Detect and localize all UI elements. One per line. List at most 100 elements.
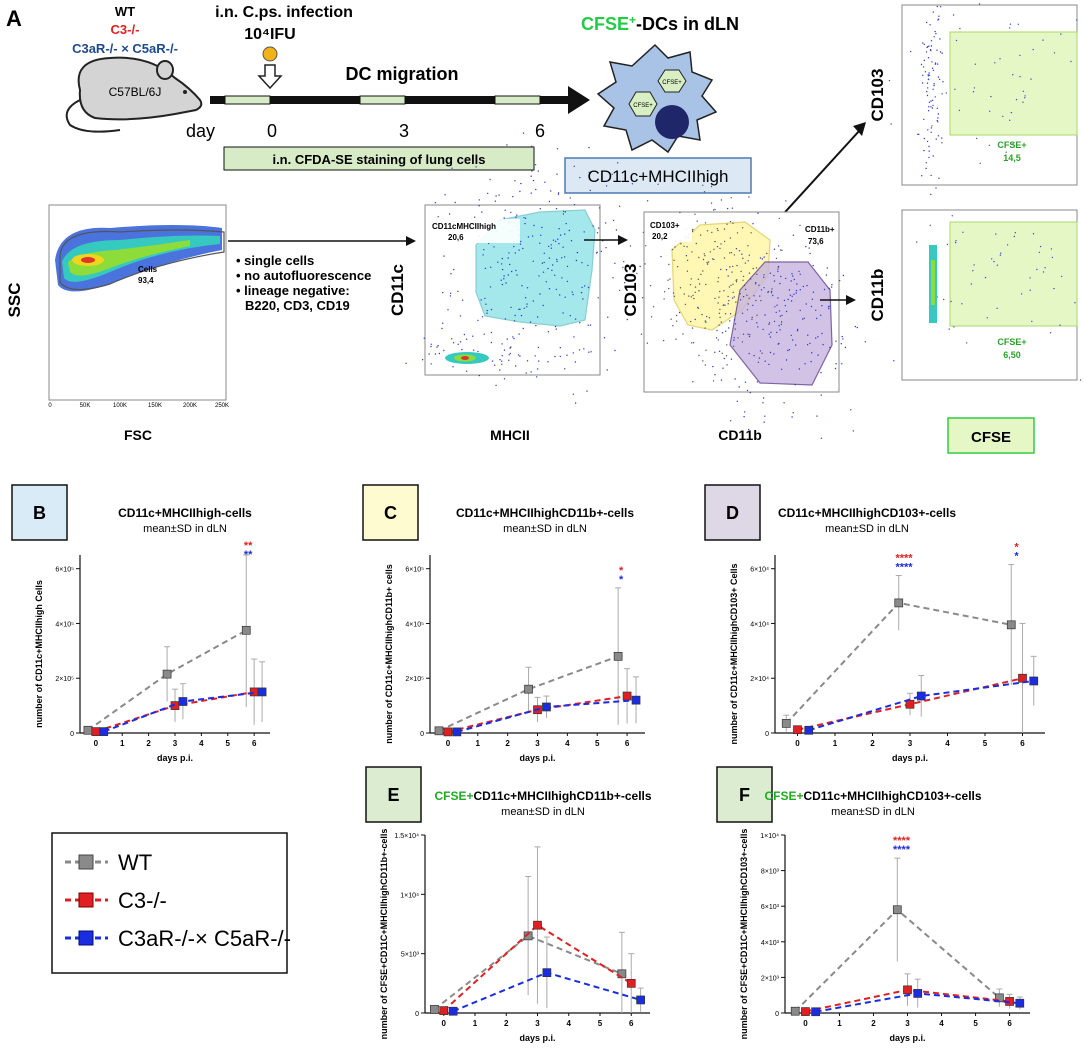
event-dot xyxy=(561,277,563,279)
event-dot xyxy=(959,27,961,30)
event-dot xyxy=(955,240,957,242)
event-dot xyxy=(780,275,782,278)
event-dot xyxy=(719,247,721,250)
x-tick-label: 6 xyxy=(629,1019,634,1028)
data-point xyxy=(631,695,641,705)
x-tick-label: 4 xyxy=(939,1019,944,1028)
data-point xyxy=(913,989,923,998)
event-dot xyxy=(550,247,552,249)
event-dot xyxy=(712,365,714,368)
event-dot xyxy=(537,170,539,172)
y-tick-label: 2×10⁴ xyxy=(750,676,769,683)
event-dot xyxy=(781,368,783,370)
event-dot xyxy=(775,311,777,314)
event-dot xyxy=(698,354,700,357)
event-dot xyxy=(926,21,928,24)
scatter-mhcii xyxy=(405,132,649,404)
event-dot xyxy=(816,415,818,417)
event-dot xyxy=(792,339,794,341)
cfse-gate-top-label: CFSE+ xyxy=(997,140,1026,150)
event-dot xyxy=(497,261,499,263)
event-dot xyxy=(749,334,751,336)
x-tick-label: 2 xyxy=(870,739,875,748)
event-dot xyxy=(738,250,741,252)
y-axis-label: number of CD11c+MHCIIhigh Cells xyxy=(34,580,44,728)
event-dot xyxy=(705,283,707,286)
event-dot xyxy=(815,309,817,311)
event-dot xyxy=(603,337,606,339)
event-dot xyxy=(490,331,493,334)
significance-blue: **** xyxy=(893,844,911,856)
scatter-cfse-bottom xyxy=(916,215,1082,381)
strain-wt: WT xyxy=(115,4,135,19)
event-dot xyxy=(799,273,801,275)
event-dot xyxy=(623,261,625,263)
event-dot xyxy=(576,251,579,254)
event-dot xyxy=(676,320,678,322)
event-dot xyxy=(733,337,735,339)
event-dot xyxy=(775,257,778,260)
event-dot xyxy=(542,304,544,307)
cd103-gate-label: CD103+ xyxy=(650,221,680,230)
event-dot xyxy=(927,110,930,112)
event-dot xyxy=(741,312,744,314)
event-dot xyxy=(828,305,830,307)
event-dot xyxy=(768,333,770,335)
event-dot xyxy=(748,335,751,338)
event-dot xyxy=(631,183,634,185)
event-dot xyxy=(615,229,618,231)
event-dot xyxy=(1030,78,1032,80)
event-dot xyxy=(714,374,716,376)
event-dot xyxy=(692,294,694,297)
event-dot xyxy=(1009,119,1011,122)
event-dot xyxy=(730,358,733,360)
event-dot xyxy=(501,355,503,357)
event-dot xyxy=(932,69,935,72)
event-dot xyxy=(451,338,453,340)
event-dot xyxy=(548,200,551,203)
event-dot xyxy=(1079,379,1082,381)
data-point xyxy=(91,727,101,736)
event-dot xyxy=(711,231,713,234)
event-dot xyxy=(930,174,932,177)
event-dot xyxy=(449,295,452,297)
event-dot xyxy=(605,247,607,249)
event-dot xyxy=(769,351,772,354)
event-dot xyxy=(951,215,953,217)
event-dot xyxy=(820,437,822,439)
event-dot xyxy=(559,355,561,358)
event-dot xyxy=(519,308,521,310)
data-point xyxy=(533,920,542,930)
y-tick-label: 6×10³ xyxy=(761,904,780,911)
cfse-gate-top-value: 14,5 xyxy=(1003,153,1021,163)
data-point xyxy=(626,978,636,988)
event-dot xyxy=(684,303,687,306)
event-dot xyxy=(452,342,455,344)
event-dot xyxy=(756,322,758,324)
event-dot xyxy=(785,200,787,202)
event-dot xyxy=(539,242,541,244)
event-dot xyxy=(558,243,560,245)
staining-label: i.n. CFDA-SE staining of lung cells xyxy=(272,152,485,167)
event-dot xyxy=(931,61,933,63)
event-dot xyxy=(756,273,758,275)
event-dot xyxy=(748,196,750,198)
event-dot xyxy=(501,257,503,260)
event-dot xyxy=(1076,19,1078,21)
event-dot xyxy=(514,180,516,182)
event-dot xyxy=(477,350,479,353)
event-dot xyxy=(812,264,814,267)
event-dot xyxy=(1042,39,1044,41)
gate-cfse-top xyxy=(949,31,1078,136)
event-dot xyxy=(694,291,696,293)
event-dot xyxy=(798,368,800,370)
event-dot xyxy=(934,63,936,65)
event-dot xyxy=(710,202,713,204)
event-dot xyxy=(511,270,513,273)
series-line-0 xyxy=(87,629,247,732)
panel-letter-box xyxy=(716,766,773,823)
event-dot xyxy=(509,347,511,349)
event-dot xyxy=(931,107,934,109)
event-dot xyxy=(547,245,550,248)
event-dot xyxy=(704,320,707,322)
